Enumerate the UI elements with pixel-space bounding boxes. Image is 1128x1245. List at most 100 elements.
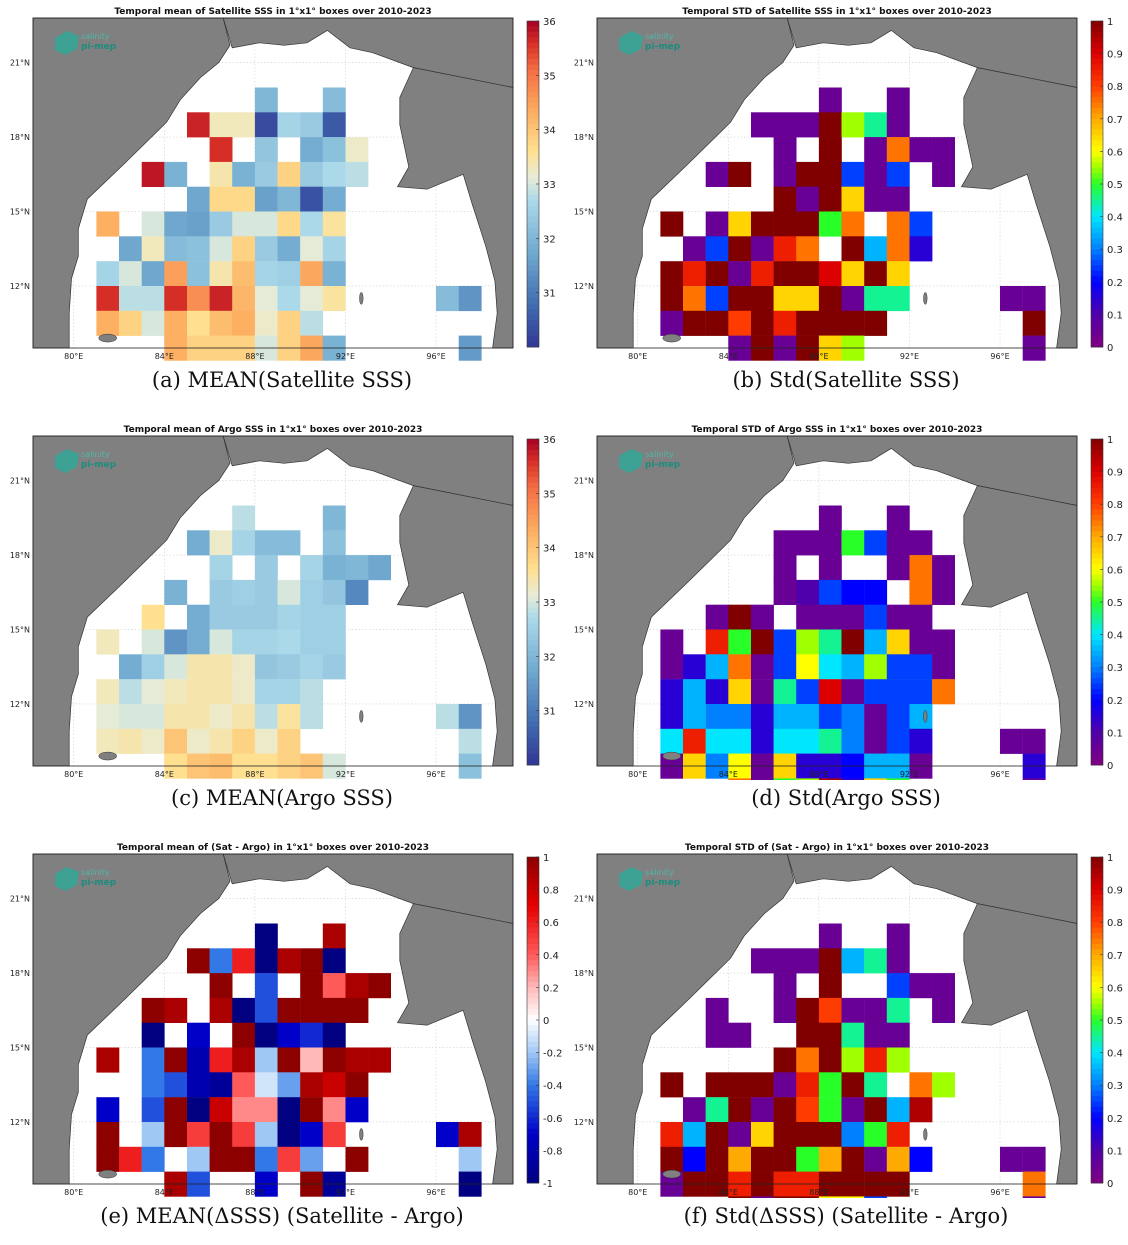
colorbar-segment <box>527 205 539 212</box>
heatmap-cell <box>164 261 188 287</box>
heatmap-cell <box>277 629 301 655</box>
heatmap-cell <box>209 236 233 262</box>
heatmap-cell <box>254 654 278 680</box>
heatmap-cell <box>773 629 797 655</box>
heatmap-cell <box>886 555 910 581</box>
heatmap-cell <box>932 555 955 581</box>
colorbar-segment <box>527 927 539 934</box>
heatmap-cell <box>277 704 301 730</box>
colorbar-segment <box>1091 992 1103 999</box>
x-tick-label: 92°E <box>336 1188 355 1197</box>
colorbar-segment <box>1091 1047 1103 1053</box>
heatmap-cells <box>96 923 482 1197</box>
colorbar-segment <box>527 607 539 614</box>
heatmap-cell <box>886 186 910 212</box>
colorbar-segment <box>527 699 539 706</box>
heatmap-cell <box>864 1196 888 1198</box>
colorbar-segment <box>527 80 539 87</box>
colorbar-tick-label: 32 <box>543 234 556 245</box>
colorbar-tick-label: 0 <box>1107 1179 1113 1190</box>
colorbar-segment <box>527 960 539 967</box>
heatmap-cell <box>322 973 346 999</box>
colorbar-tick-label: 0.3 <box>1107 663 1123 674</box>
heatmap-cell <box>728 1122 752 1148</box>
colorbar-segment <box>1091 449 1103 456</box>
colorbar-segment <box>527 520 539 527</box>
heatmap-cell <box>909 579 933 605</box>
heatmap-cell <box>254 604 278 630</box>
colorbar-segment <box>1091 200 1103 207</box>
colorbar-segment <box>1091 547 1103 554</box>
heatmap-cell <box>141 1097 165 1123</box>
colorbar: 1 0.9 0.8 0.7 0.6 0.5 0.4 0.3 0.2 0.1 0 <box>1090 17 1123 354</box>
heatmap-cell <box>96 629 120 655</box>
colorbar-segment <box>1091 1144 1103 1151</box>
heatmap-cell <box>254 1097 278 1123</box>
heatmap-cell <box>277 211 301 237</box>
colorbar-segment <box>1091 857 1103 863</box>
andaman-islands <box>359 710 364 723</box>
colorbar-segment <box>527 981 539 988</box>
x-tick-label: 96°E <box>426 770 445 779</box>
colorbar-segment <box>1091 987 1103 994</box>
colorbar-tick-label: 33 <box>543 598 556 609</box>
heatmap-cell <box>141 161 165 187</box>
colorbar-segment <box>527 667 539 674</box>
colorbar-segment <box>1091 1003 1103 1010</box>
colorbar-segment <box>1091 184 1103 190</box>
colorbar-segment <box>1091 151 1103 158</box>
heatmap-cell <box>164 211 188 237</box>
colorbar-segment <box>1091 325 1103 332</box>
colorbar-segment <box>1091 97 1103 103</box>
colorbar-segment <box>527 222 539 228</box>
heatmap-cell <box>254 997 278 1023</box>
colorbar-segment <box>1091 732 1103 739</box>
colorbar-segment <box>1091 80 1103 87</box>
heatmap-cell <box>864 310 888 336</box>
heatmap-cell <box>841 161 865 187</box>
land-mask <box>32 435 514 767</box>
colorbar-segment <box>1091 938 1103 945</box>
heatmap-cell <box>751 1072 774 1098</box>
heatmap-cell <box>322 629 346 655</box>
heatmap-cell <box>232 679 256 705</box>
heatmap-cell <box>300 1146 324 1172</box>
colorbar-segment <box>1091 1052 1103 1059</box>
colorbar-segment <box>1091 949 1103 956</box>
x-tick-label: 88°E <box>245 352 264 361</box>
colorbar-segment <box>527 640 539 646</box>
colorbar-segment <box>527 938 539 945</box>
colorbar-segment <box>1091 1030 1103 1037</box>
y-tick-label: 21°N <box>574 895 594 904</box>
heatmap-cell <box>751 1122 774 1148</box>
colorbar-segment <box>527 270 539 277</box>
heatmap-cell <box>886 629 910 655</box>
heatmap-cell <box>660 286 684 312</box>
heatmap-cell <box>164 679 188 705</box>
heatmap-cell <box>796 286 820 312</box>
land-myanmar <box>960 485 1078 767</box>
heatmap-cell <box>322 579 346 605</box>
colorbar-segment <box>527 596 539 603</box>
colorbar-segment <box>527 460 539 467</box>
colorbar-segment <box>1091 873 1103 880</box>
heatmap-cell <box>886 604 910 630</box>
heatmap-cell <box>773 948 797 974</box>
andaman-islands <box>359 292 364 305</box>
heatmap-cell <box>96 310 120 336</box>
colorbar-segment <box>527 124 539 131</box>
colorbar-segment <box>527 895 539 901</box>
heatmap-cell <box>841 310 865 336</box>
colorbar-segment <box>1091 493 1103 500</box>
colorbar-segment <box>527 455 539 462</box>
colorbar-segment <box>1091 319 1103 326</box>
colorbar-segment <box>1091 678 1103 684</box>
heatmap-cell <box>864 728 888 754</box>
colorbar-segment <box>1091 189 1103 196</box>
heatmap-cell <box>728 778 752 780</box>
heatmap-cell <box>864 629 888 655</box>
x-tick-label: 92°E <box>900 770 919 779</box>
colorbar-segment <box>1091 971 1103 977</box>
colorbar-tick-label: 0.2 <box>1107 1114 1123 1125</box>
colorbar-segment <box>1091 243 1103 250</box>
